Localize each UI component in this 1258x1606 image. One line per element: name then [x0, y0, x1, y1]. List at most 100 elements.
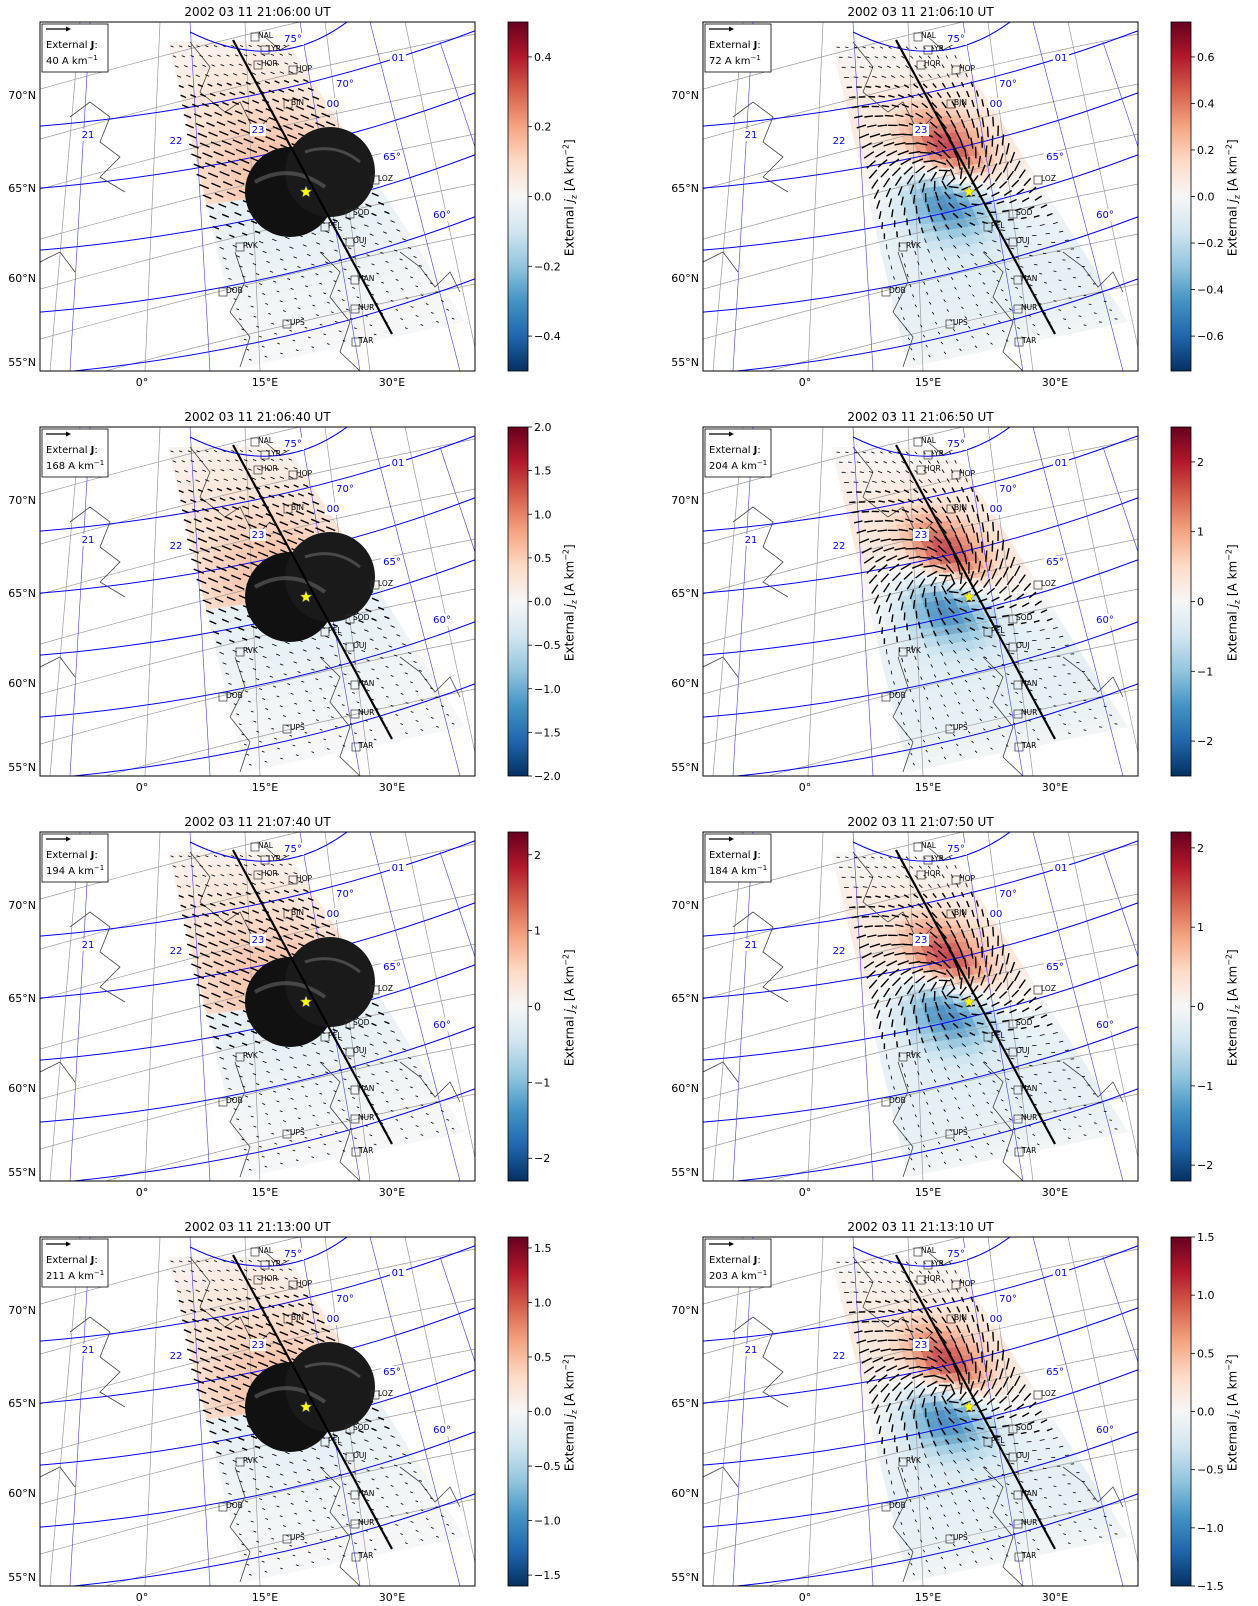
longitude-label: 0°: [136, 1186, 149, 1199]
colorbar: 210−1−2: [498, 832, 568, 1183]
svg-text:External J:: External J:: [46, 445, 98, 456]
station-label: HOR: [924, 869, 941, 878]
station-label: SOD: [1016, 1018, 1033, 1027]
mlt-label: 22: [833, 946, 846, 957]
colorbar-tick-label: 0.4: [1197, 97, 1215, 110]
map-panel: NALLYRHORHOPBJNLOZSODPELOUJRVKHANDOBNURU…: [0, 832, 490, 1201]
longitude-label: 0°: [799, 1186, 812, 1199]
station-label: TAR: [1021, 741, 1036, 750]
station-label: PEL: [328, 1031, 342, 1040]
colorbar-tick-label: 1.5: [534, 465, 552, 478]
mlt-label: 23: [252, 935, 265, 946]
colorbar-tick-label: −0.4: [534, 330, 561, 343]
station-label: HOP: [959, 874, 976, 883]
station-label: OUJ: [353, 1451, 367, 1460]
station-label: HOP: [296, 64, 313, 73]
station-label: LOZ: [1041, 1389, 1056, 1398]
station-label: SOD: [1016, 208, 1033, 217]
station-label: DOB: [889, 1096, 906, 1105]
latitude-label: 65°N: [671, 182, 699, 195]
colorbar-tick-label: 1.5: [534, 1242, 552, 1255]
latitude-label: 65°N: [8, 182, 36, 195]
mlt-label: 00: [327, 504, 340, 515]
station-label: DOB: [226, 691, 243, 700]
mlat-label: 60°: [433, 1425, 451, 1436]
colorbar-tick-label: 1: [1197, 526, 1204, 539]
colorbar-tick-label: 2: [1197, 842, 1204, 855]
colorbar: 0.40.20.0−0.2−0.4: [498, 22, 568, 373]
colorbar-tick-label: 1.0: [534, 1296, 552, 1309]
colorbar-tick-label: −1.5: [1197, 1580, 1224, 1593]
mlat-label: 75°: [947, 34, 965, 45]
longitude-label: 15°E: [252, 1186, 278, 1199]
latitude-label: 70°N: [671, 1304, 699, 1317]
station-label: SOD: [353, 1423, 370, 1432]
longitude-label: 30°E: [379, 781, 405, 794]
longitude-label: 0°: [136, 1591, 149, 1604]
latitude-label: 65°N: [671, 587, 699, 600]
latitude-label: 55°N: [671, 761, 699, 774]
station-label: NUR: [358, 1518, 374, 1527]
mlat-label: 65°: [383, 557, 401, 568]
station-label: HOP: [959, 1279, 976, 1288]
mlt-label: 00: [327, 99, 340, 110]
vector-scale-legend: External J:168 A km−1: [42, 429, 108, 477]
longitude-label: 0°: [136, 376, 149, 389]
station-label: BJN: [291, 503, 304, 512]
station-label: PEL: [991, 1031, 1005, 1040]
latitude-label: 65°N: [671, 1397, 699, 1410]
colorbar: 1.51.00.50.0−0.5−1.0−1.5: [498, 1237, 568, 1588]
latitude-label: 60°N: [8, 1487, 36, 1500]
station-label: LYR: [931, 44, 944, 53]
latitude-label: 60°N: [8, 272, 36, 285]
colorbar-tick-label: −0.2: [1197, 237, 1224, 250]
station-label: LYR: [931, 449, 944, 458]
longitude-label: 30°E: [1042, 376, 1068, 389]
station-label: OUJ: [1016, 236, 1030, 245]
colorbar-tick-label: 0.2: [1197, 144, 1215, 157]
colorbar-label: External jz [A km−2]: [1224, 1322, 1241, 1502]
station-label: HAN: [358, 1489, 374, 1498]
mlt-label: 23: [252, 530, 265, 541]
mlt-label: 21: [745, 535, 758, 546]
longitude-label: 0°: [799, 781, 812, 794]
colorbar-tick-label: 0.2: [534, 121, 552, 134]
station-label: NUR: [358, 303, 374, 312]
colorbar-tick-label: −0.6: [1197, 330, 1224, 343]
colorbar-label: External jz [A km−2]: [561, 917, 578, 1097]
station-label: HAN: [1021, 274, 1037, 283]
mlat-label: 65°: [383, 1367, 401, 1378]
station-label: HOR: [924, 1274, 941, 1283]
panel-title: 2002 03 11 21:06:10 UT: [703, 5, 1138, 19]
mlt-label: 01: [1055, 458, 1068, 469]
latitude-label: 55°N: [8, 761, 36, 774]
colorbar-tick-label: −1: [1197, 665, 1213, 678]
latitude-label: 65°N: [8, 992, 36, 1005]
station-label: HOR: [924, 464, 941, 473]
station-label: HAN: [358, 274, 374, 283]
station-label: UPS: [290, 1533, 305, 1542]
longitude-label: 15°E: [915, 1186, 941, 1199]
station-label: NUR: [358, 1113, 374, 1122]
colorbar-tick-label: −1.0: [534, 683, 561, 696]
station-label: HOP: [959, 469, 976, 478]
station-label: DOB: [889, 691, 906, 700]
station-label: HOP: [296, 469, 313, 478]
longitude-label: 15°E: [252, 781, 278, 794]
colorbar-label: External jz [A km−2]: [561, 1322, 578, 1502]
station-label: HOP: [959, 64, 976, 73]
colorbar-tick-label: 1: [1197, 921, 1204, 934]
station-label: DOB: [226, 1096, 243, 1105]
vector-scale-legend: External J:194 A km−1: [42, 834, 108, 882]
station-label: UPS: [953, 1533, 968, 1542]
mlt-label: 22: [170, 1351, 183, 1362]
station-label: PEL: [328, 1436, 342, 1445]
panel-title: 2002 03 11 21:06:00 UT: [40, 5, 475, 19]
mlat-label: 70°: [999, 79, 1017, 90]
longitude-label: 0°: [799, 1591, 812, 1604]
colorbar-tick-label: −1.5: [534, 726, 561, 739]
mlat-label: 75°: [947, 1249, 965, 1260]
colorbar-tick-label: −0.4: [1197, 284, 1224, 297]
mlt-label: 00: [990, 1314, 1003, 1325]
mlt-label: 22: [170, 946, 183, 957]
